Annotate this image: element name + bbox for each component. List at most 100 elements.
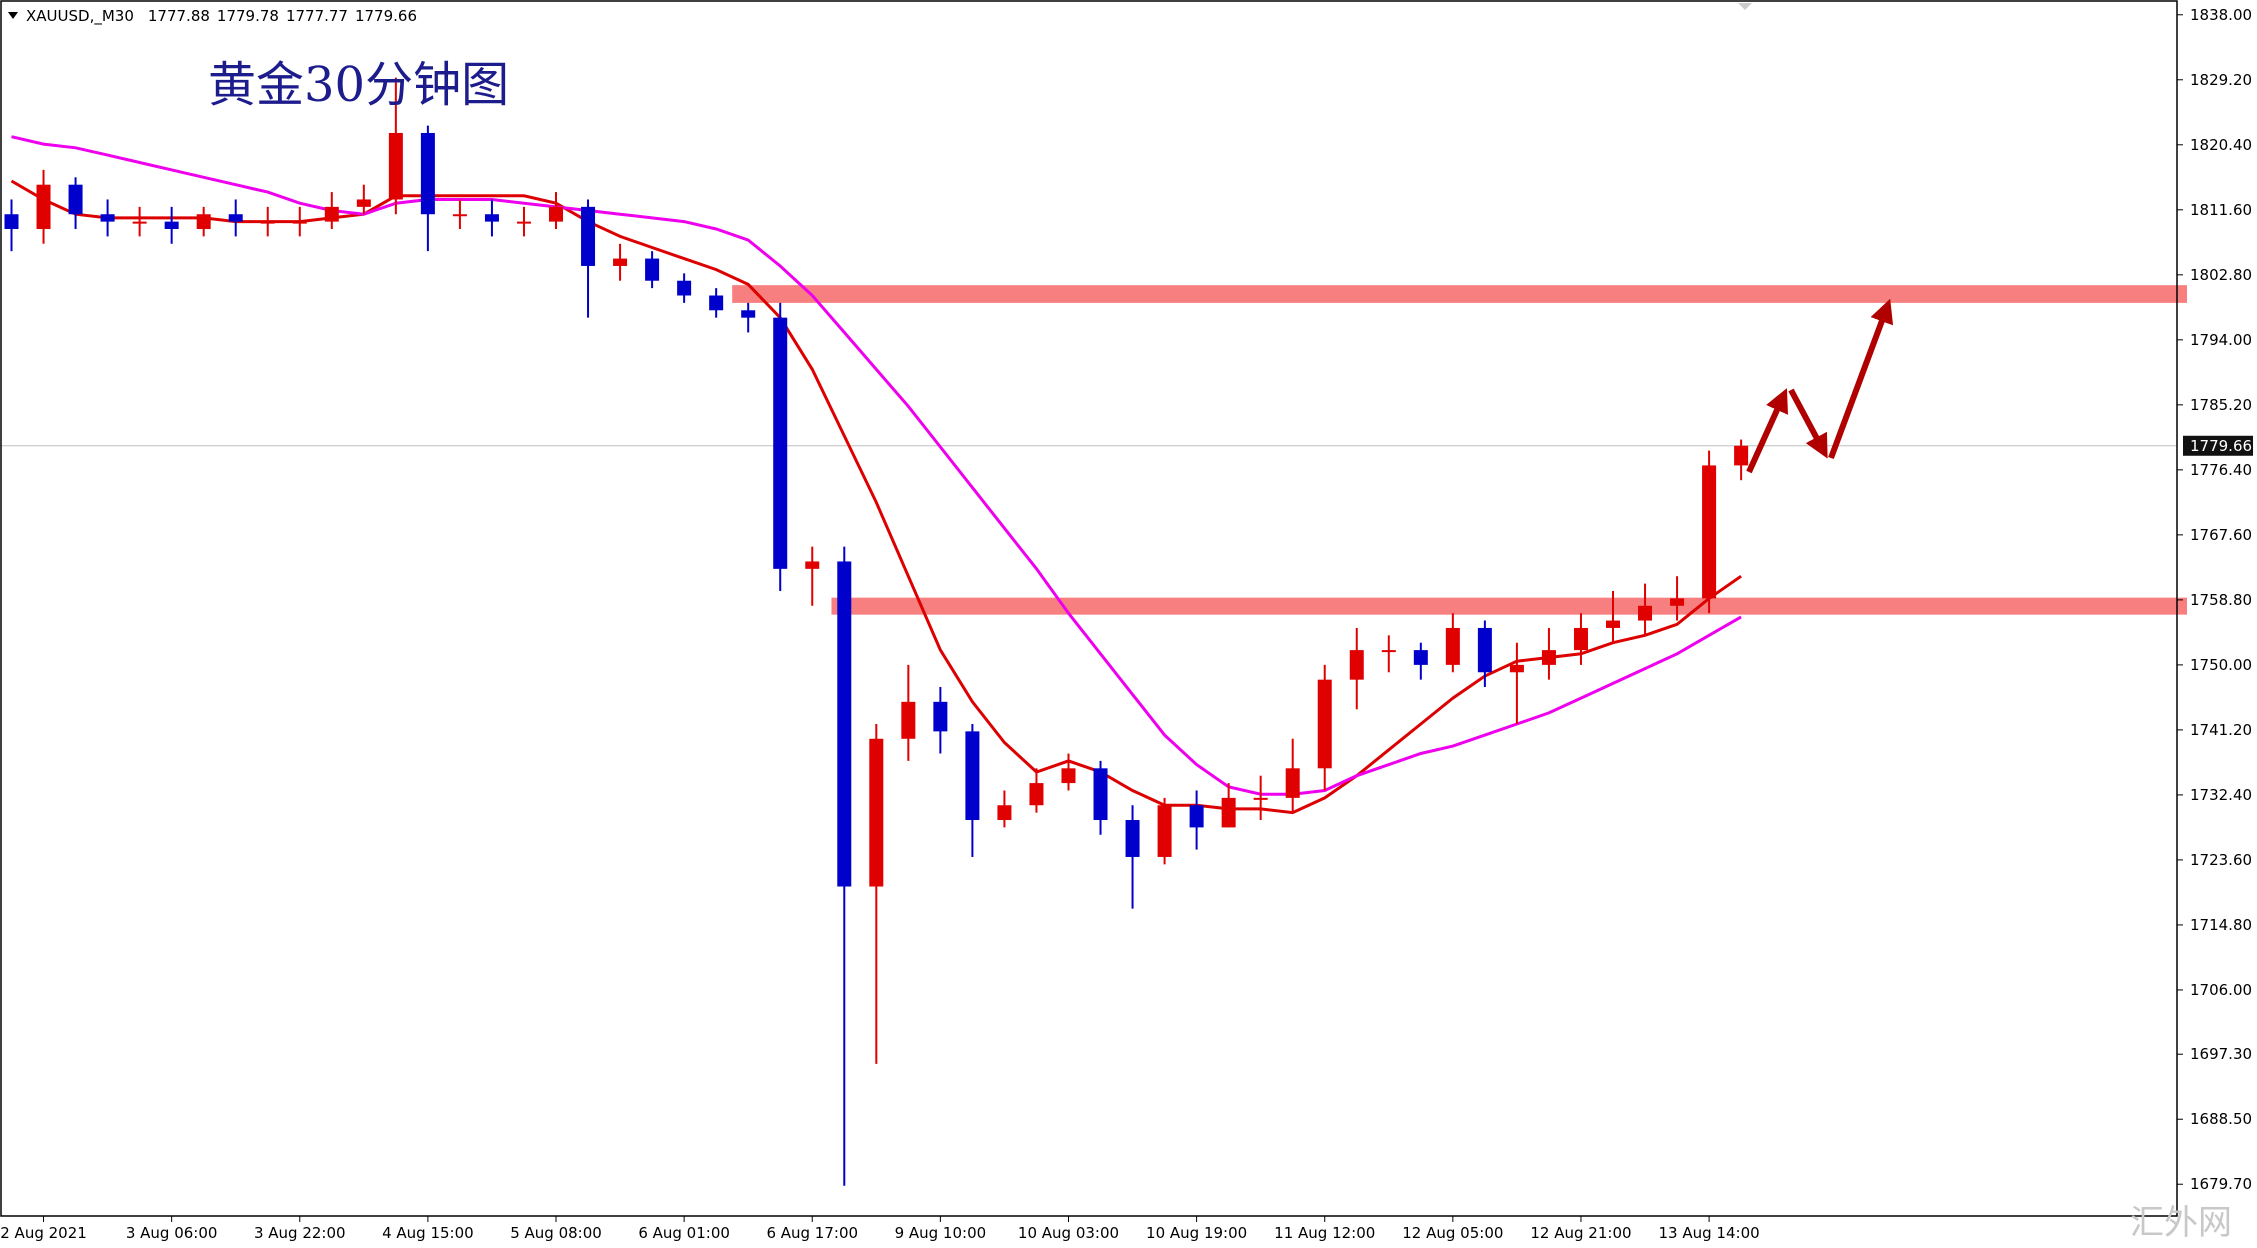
candle-body xyxy=(1285,768,1300,798)
candle-body xyxy=(164,221,179,230)
ohlc-low: 1777.77 xyxy=(286,7,348,25)
candle-body xyxy=(1670,598,1685,606)
symbol: XAUUSD,_M30 xyxy=(26,7,134,26)
annotation: 黄金30分钟图 xyxy=(208,57,509,113)
candle-body xyxy=(869,738,884,887)
y-tick-label: 1714.80 xyxy=(2190,916,2252,934)
y-tick-label: 1802.80 xyxy=(2190,266,2252,284)
candle-body xyxy=(901,701,916,739)
candle-body xyxy=(324,206,339,222)
ohlc-close: 1779.66 xyxy=(355,7,417,25)
y-tick-label: 1776.40 xyxy=(2190,461,2252,479)
candle-body xyxy=(549,206,564,222)
x-tick-label: 9 Aug 10:00 xyxy=(895,1224,987,1242)
menu-icon xyxy=(8,12,18,19)
x-tick-label: 6 Aug 01:00 xyxy=(638,1224,730,1242)
ohlc-open: 1777.88 xyxy=(148,7,210,25)
candle-body xyxy=(1381,650,1396,653)
zone xyxy=(831,597,2187,615)
x-tick-label: 10 Aug 03:00 xyxy=(1018,1224,1119,1242)
y-tick-label: 1820.40 xyxy=(2190,136,2252,154)
candle-body xyxy=(1702,465,1717,599)
candle-body xyxy=(1734,445,1749,466)
zones xyxy=(732,285,2187,615)
arrow xyxy=(1828,298,1894,460)
candle-body xyxy=(1509,664,1524,673)
plot xyxy=(0,77,2177,1186)
candle-body xyxy=(36,184,51,230)
candle-body xyxy=(1413,650,1428,665)
y-tick-label: 1785.20 xyxy=(2190,396,2252,414)
y-tick-label: 1697.30 xyxy=(2190,1045,2252,1063)
candle-body xyxy=(1093,768,1108,821)
candle-body xyxy=(645,258,660,281)
last-price-label: 1779.66 xyxy=(2190,437,2252,455)
candle-body xyxy=(484,214,499,222)
arrow xyxy=(1746,388,1788,474)
y-tick-label: 1811.60 xyxy=(2190,201,2252,219)
y-tick-label: 1741.20 xyxy=(2190,721,2252,739)
candle-body xyxy=(292,221,307,224)
x-tick-label: 5 Aug 08:00 xyxy=(510,1224,602,1242)
candle-body xyxy=(1157,805,1172,857)
candle-body xyxy=(1541,650,1556,665)
candle-body xyxy=(516,221,531,224)
candle-body xyxy=(1221,797,1236,828)
forecast-arrows xyxy=(1746,298,1894,474)
x-tick-label: 10 Aug 19:00 xyxy=(1146,1224,1247,1242)
candle-body xyxy=(1638,605,1653,621)
y-tick-label: 1732.40 xyxy=(2190,786,2252,804)
candle-body xyxy=(1477,627,1492,673)
candle-body xyxy=(1606,620,1620,628)
candle-body xyxy=(4,214,19,230)
candle-body xyxy=(1125,820,1140,857)
candle-body xyxy=(709,295,724,311)
candle-body xyxy=(68,184,83,215)
y-tick-label: 1679.70 xyxy=(2190,1175,2252,1193)
x-tick-label: 3 Aug 06:00 xyxy=(126,1224,218,1242)
candle-body xyxy=(356,199,371,207)
candle-body xyxy=(1349,650,1364,680)
candle-body xyxy=(420,132,435,215)
candle-body xyxy=(1189,805,1204,828)
candle-body xyxy=(1573,627,1588,651)
y-tick-label: 1758.80 xyxy=(2190,591,2252,609)
plot-border xyxy=(0,0,2178,1217)
candle-body xyxy=(1061,768,1076,784)
arrow xyxy=(1788,388,1828,459)
moving-average xyxy=(11,135,1742,796)
candle-body xyxy=(1253,797,1268,800)
watermark: 汇外网 xyxy=(2130,1203,2232,1243)
candle-body xyxy=(388,132,403,200)
x-tick-label: 6 Aug 17:00 xyxy=(766,1224,858,1242)
y-tick-label: 1829.20 xyxy=(2190,71,2252,89)
y-tick-label: 1688.50 xyxy=(2190,1110,2252,1128)
x-tick-label: 11 Aug 12:00 xyxy=(1274,1224,1375,1242)
x-tick-label: 4 Aug 15:00 xyxy=(382,1224,474,1242)
candle-body xyxy=(837,561,852,887)
y-tick-label: 1838.00 xyxy=(2190,6,2252,24)
candle-body xyxy=(581,206,596,266)
candle-body xyxy=(613,258,628,266)
y-tick-label: 1706.00 xyxy=(2190,981,2252,999)
candle-body xyxy=(100,214,115,222)
candle-body xyxy=(997,805,1012,821)
candle-body xyxy=(452,214,467,217)
x-tick-label: 2 Aug 2021 xyxy=(0,1224,87,1242)
x-tick-label: 12 Aug 05:00 xyxy=(1402,1224,1503,1242)
candle-body xyxy=(196,214,211,230)
candle-body xyxy=(132,221,147,224)
candle-body xyxy=(773,317,788,569)
candle-body xyxy=(741,310,756,318)
y-tick-label: 1767.60 xyxy=(2190,526,2252,544)
candle-body xyxy=(805,561,820,569)
zone xyxy=(732,285,2187,303)
y-tick-label: 1794.00 xyxy=(2190,331,2252,349)
candle-body xyxy=(1317,679,1332,769)
candle-body xyxy=(1445,627,1460,665)
header: XAUUSD,_M30 1777.88 1779.78 1777.77 1779.66 xyxy=(26,7,417,26)
x-tick-label: 12 Aug 21:00 xyxy=(1530,1224,1631,1242)
